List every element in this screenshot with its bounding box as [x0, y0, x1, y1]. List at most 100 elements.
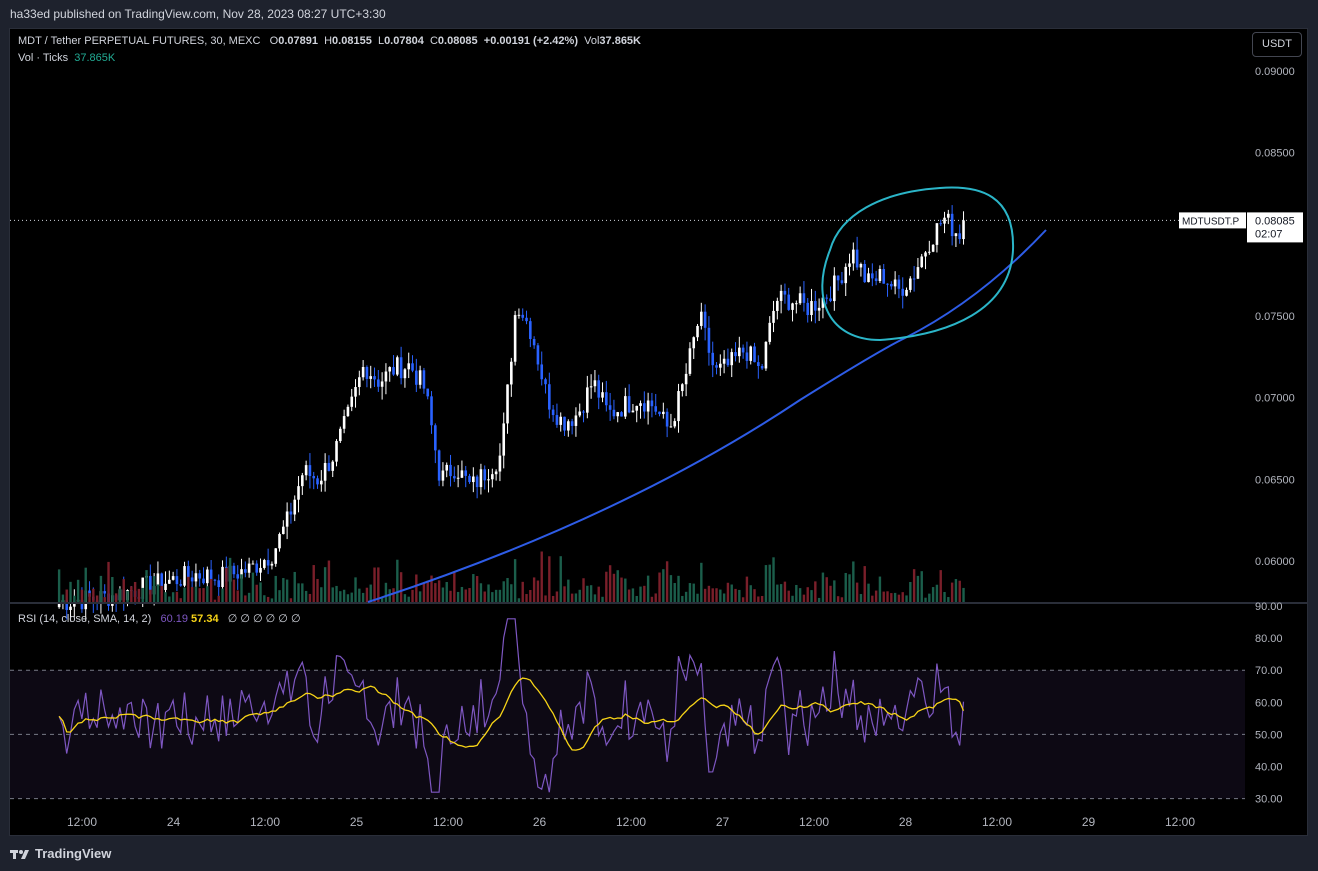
candle-body: [624, 396, 627, 417]
candle-body: [247, 563, 251, 573]
price-pane: [10, 205, 1245, 622]
candle-body: [403, 369, 407, 379]
volume-bar: [635, 595, 638, 602]
candle-body: [198, 573, 202, 579]
candle-body: [650, 400, 654, 407]
volume-bar: [304, 590, 308, 602]
candle-body: [282, 526, 285, 535]
volume-bar: [502, 581, 505, 602]
candle-body: [483, 469, 487, 481]
candle-body: [874, 278, 878, 282]
candle-body: [293, 499, 297, 515]
volume-bar: [475, 576, 479, 602]
time-tick-label: 24: [167, 815, 181, 829]
volume-bar: [893, 592, 897, 602]
candle-body: [791, 303, 794, 310]
price-tick-label: 0.07500: [1255, 311, 1295, 323]
candle-body: [696, 325, 699, 338]
candle-body: [453, 476, 456, 479]
rsi-tick-label: 30.00: [1255, 794, 1283, 806]
candle-body: [745, 352, 749, 361]
volume-bar: [392, 588, 395, 602]
candle-body: [730, 352, 734, 366]
candle-body: [335, 441, 338, 462]
candle-body: [612, 409, 616, 417]
rsi-name: RSI (14, close, SMA, 14, 2): [18, 613, 152, 625]
volume-pane: [57, 551, 965, 602]
volume-bar: [247, 592, 251, 602]
volume-bar: [928, 593, 931, 602]
candle-body: [171, 576, 175, 580]
volume-bar: [456, 591, 460, 602]
volume-bar: [529, 589, 532, 602]
candle-body: [757, 362, 760, 367]
candle-body: [536, 345, 540, 365]
candle-body: [669, 426, 673, 428]
volume-bar: [111, 577, 114, 602]
candle-body: [149, 575, 152, 595]
volume-bar: [206, 586, 209, 602]
candle-body: [878, 269, 882, 282]
time-tick-label: 29: [1082, 815, 1096, 829]
candle-body: [719, 363, 722, 368]
volume-bar: [380, 597, 384, 602]
candle-body: [323, 463, 327, 481]
volume-bar: [289, 598, 293, 602]
candle-body: [346, 406, 350, 417]
candle-body: [597, 380, 601, 398]
candle-body: [418, 370, 422, 385]
vol-ticks-value: 37.865K: [74, 52, 116, 64]
volume-bar: [570, 593, 574, 602]
volume-bar: [540, 551, 543, 602]
volume-bar: [681, 595, 684, 602]
vol-ticks-label: Vol · Ticks: [18, 52, 69, 64]
volume-bar: [665, 561, 669, 602]
candle-body: [156, 573, 160, 587]
volume-bar: [962, 587, 965, 602]
volume-bar: [472, 574, 475, 602]
volume-bar: [916, 575, 920, 602]
currency-button[interactable]: USDT: [1252, 32, 1302, 57]
candle-body: [430, 396, 433, 426]
volume-bar: [491, 592, 494, 602]
volume-bar: [320, 587, 323, 602]
candle-body: [331, 461, 335, 471]
candle-body: [373, 376, 376, 380]
candle-body: [73, 601, 76, 607]
volume-bar: [525, 594, 528, 602]
candle-body: [722, 358, 726, 364]
chart-frame[interactable]: [9, 28, 1308, 836]
volume-bar: [532, 577, 536, 602]
candle-body: [316, 478, 319, 485]
candle-body: [80, 599, 84, 610]
volume-bar: [863, 566, 866, 602]
price-tag-bg: [1247, 212, 1303, 243]
volume-bar: [418, 591, 422, 602]
volume-bar: [939, 570, 942, 602]
candle-body: [935, 223, 939, 245]
candle-body: [392, 367, 395, 375]
volume-bar: [278, 590, 281, 602]
volume-bar: [662, 569, 665, 602]
candle-body: [931, 244, 935, 252]
volume-bar: [468, 588, 471, 602]
candle-body: [901, 288, 905, 296]
volume-bar: [217, 595, 220, 602]
volume-bar: [453, 572, 456, 602]
time-tick-label: 12:00: [1165, 815, 1195, 829]
candle-body: [741, 347, 745, 353]
candle-body: [700, 311, 703, 326]
candle-body: [631, 410, 635, 413]
candle-body: [377, 379, 380, 387]
volume-bar: [57, 569, 61, 602]
candle-body: [814, 301, 817, 311]
candle-body: [244, 569, 247, 573]
publish-bar: ha33ed published on TradingView.com, Nov…: [0, 0, 1318, 28]
volume-bar: [548, 556, 551, 602]
time-tick-label: 12:00: [433, 815, 463, 829]
volume-bar: [441, 587, 445, 602]
candle-body: [589, 386, 593, 388]
volume-bar: [631, 588, 635, 602]
volume-bar: [810, 590, 813, 602]
